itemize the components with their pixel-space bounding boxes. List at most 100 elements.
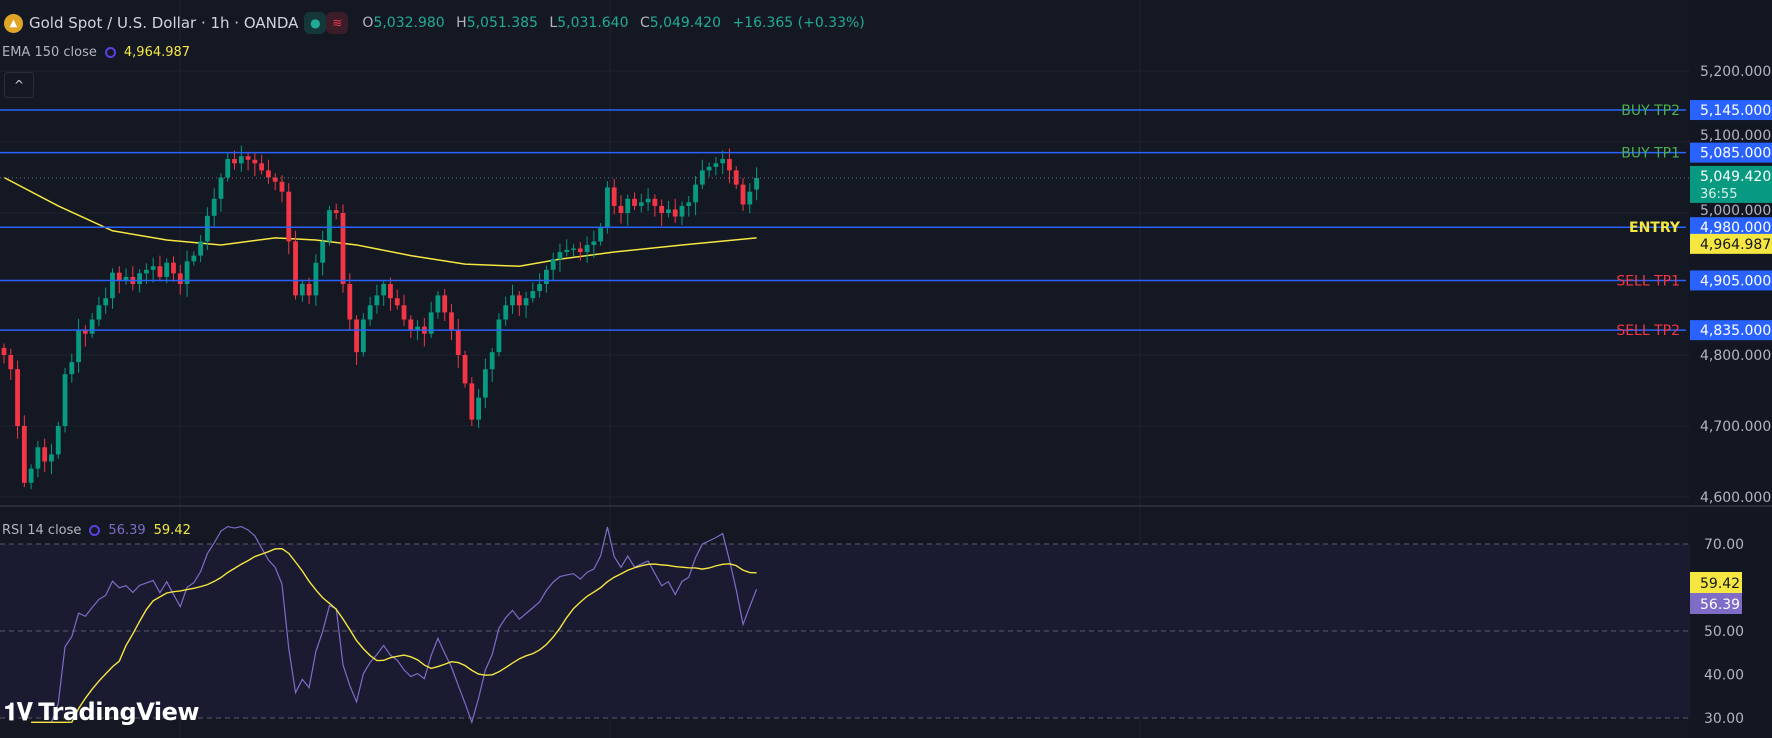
symbol-header: ▲ Gold Spot / U.S. Dollar · 1h · OANDA ●… [4, 10, 872, 36]
candle-body [238, 156, 244, 164]
candle [238, 145, 244, 172]
candle-body [35, 447, 41, 469]
level-price-text: 4,835.000 [1700, 323, 1771, 339]
candle [184, 250, 190, 297]
candle-body [435, 295, 441, 313]
candle [591, 230, 597, 258]
candle [306, 277, 312, 304]
candle-body [605, 187, 610, 228]
candle [652, 194, 658, 217]
level-price-tag [1690, 100, 1772, 121]
candle [272, 173, 278, 191]
high-value: 5,051.385 [466, 15, 538, 31]
candle-body [333, 210, 339, 213]
chevron-up-icon: ^ [13, 78, 25, 92]
candle [516, 291, 522, 316]
candle-body [706, 166, 712, 171]
candle-body [272, 177, 278, 182]
candle-body [632, 198, 637, 206]
candle [28, 464, 34, 490]
candle [476, 389, 481, 429]
candle-body [672, 209, 678, 217]
candle [150, 257, 156, 283]
candle-body [347, 284, 353, 320]
candle [381, 279, 387, 307]
rsi-tag [1690, 593, 1742, 614]
level-label: ENTRY [1629, 220, 1681, 236]
ohlc-readout: O5,032.980 H5,051.385 L5,031.640 C5,049.… [362, 15, 871, 31]
candle-body [476, 397, 481, 420]
rsi-tick-label: 70.00 [1704, 537, 1744, 553]
rsi-ma-value: 59.42 [153, 522, 191, 538]
candle-body [28, 468, 34, 483]
candle-body [293, 241, 298, 296]
candle [537, 273, 543, 298]
candle [62, 367, 68, 433]
ema-label: EMA 150 close [2, 44, 97, 60]
candle-body [740, 184, 746, 205]
candle [49, 443, 54, 475]
ema-value: 4,964.987 [123, 44, 191, 60]
candle-body [550, 259, 556, 270]
candle-body [110, 272, 115, 299]
candle-body [482, 369, 488, 398]
candle-body [286, 191, 292, 242]
market-open-icon[interactable]: ● [304, 12, 327, 34]
candle-body [252, 159, 258, 164]
candle-body [686, 202, 692, 206]
candle [340, 204, 346, 293]
candle [157, 255, 163, 282]
candle-body [645, 198, 651, 203]
tradingview-mark-icon: 𝟏𝐕 [4, 698, 33, 726]
candle-body [598, 227, 604, 242]
candle-body [76, 329, 81, 363]
candle-body [245, 156, 251, 160]
candle [625, 194, 631, 226]
candle [225, 152, 231, 182]
level-price-text: 5,085.000 [1700, 146, 1771, 162]
data-delay-icon[interactable]: ≋ [326, 12, 349, 34]
price-tick-label: 4,700.000 [1700, 419, 1771, 435]
candle-body [510, 295, 515, 306]
candle-body [367, 305, 373, 320]
candle-body [408, 319, 414, 330]
candle [76, 318, 81, 373]
symbol-title[interactable]: Gold Spot / U.S. Dollar · 1h · OANDA [29, 14, 299, 32]
collapse-legend-button[interactable]: ^ [4, 72, 34, 98]
candle-body [89, 319, 95, 334]
level-price-tag [1690, 142, 1772, 163]
candle-body [557, 252, 563, 260]
candle [1, 343, 7, 364]
candle-body [381, 284, 387, 296]
candle-body [15, 369, 20, 426]
rsi-label: RSI 14 close [2, 522, 82, 538]
bar-countdown-text: 36:55 [1700, 187, 1737, 202]
price-tick-label: 5,100.000 [1700, 128, 1771, 144]
rsi-ma-tag [1690, 572, 1742, 593]
candle-body [713, 163, 719, 167]
rsi-legend[interactable]: RSI 14 close 56.39 59.42 [2, 520, 191, 540]
candle [96, 296, 102, 326]
candle [354, 315, 359, 365]
candle [605, 181, 610, 234]
candle-body [530, 291, 536, 299]
candle [571, 244, 576, 257]
candle-body [306, 284, 312, 296]
ema-legend[interactable]: EMA 150 close 4,964.987 [2, 42, 190, 62]
candle-body [259, 163, 265, 171]
candle-body [449, 312, 454, 330]
candle-body [266, 170, 271, 178]
price-tick-label: 5,000.000 [1700, 203, 1771, 219]
candle-body [428, 312, 434, 334]
candle [740, 178, 746, 211]
candle-body [42, 447, 48, 462]
candle [523, 291, 529, 319]
candle [699, 159, 705, 189]
candle-body [611, 187, 617, 206]
price-tick-label: 5,200.000 [1700, 64, 1771, 80]
low-value: 5,031.640 [557, 15, 629, 31]
tradingview-logo[interactable]: 𝟏𝐕 TradingView [4, 698, 200, 726]
candle [632, 192, 637, 211]
candle [645, 188, 651, 211]
